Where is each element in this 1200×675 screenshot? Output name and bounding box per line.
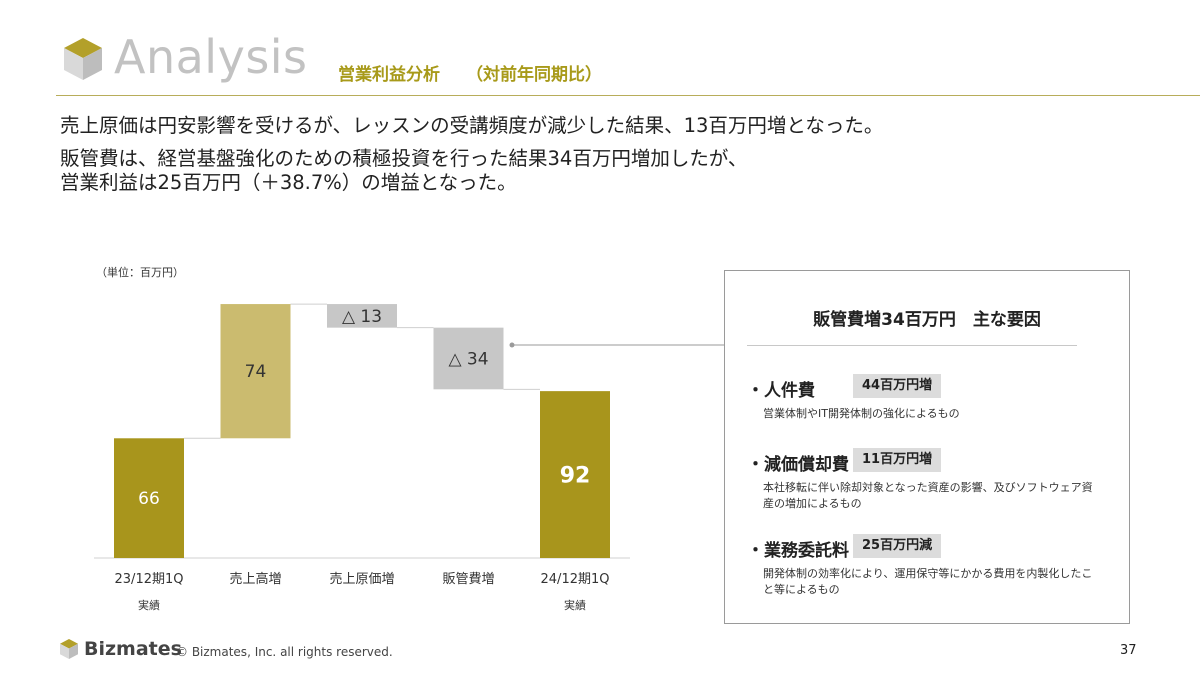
x-tick-label: 売上高増 (229, 571, 281, 587)
bizmates-logo-icon (60, 639, 78, 659)
x-tick-label: 売上原価増 (329, 571, 394, 587)
data-label: △ 13 (342, 307, 382, 327)
footer-copyright: © Bizmates, Inc. all rights reserved. (176, 645, 393, 659)
factor-name: ・業務委託料 (747, 541, 849, 561)
subtitle-paren: （対前年同期比） (466, 65, 602, 85)
lead-line-3: 営業利益は25百万円（＋38.7%）の増益となった。 (60, 171, 517, 194)
factor-description: 本社移転に伴い除却対象となった資産の影響、及びソフトウェア資産の増加によるもの (763, 481, 1093, 510)
sga-factors-box: 販管費増34百万円 主な要因 ・人件費 44百万円増 営業体制やIT開発体制の強… (724, 270, 1130, 624)
x-tick-label: 24/12期1Q (541, 572, 610, 587)
factors-title: 販管費増34百万円 主な要因 (813, 310, 1041, 330)
waterfall-bar (433, 327, 504, 390)
subtitle-text: 営業利益分析 (338, 65, 440, 85)
data-label: 66 (138, 489, 160, 509)
waterfall-bar (327, 304, 397, 328)
factor-description: 開発体制の効率化により、運用保守等にかかる費用を内製化したこと等によるもの (763, 567, 1093, 596)
data-label: △ 34 (448, 349, 488, 369)
factor-description: 営業体制やIT開発体制の強化によるもの (763, 407, 960, 420)
factor-item-outsourcing: ・業務委託料 25百万円減 開発体制の効率化により、運用保守等にかかる費用を内製… (747, 534, 1117, 598)
waterfall-bar (220, 304, 291, 439)
lead-line-1: 売上原価は円安影響を受けるが、レッスンの受講頻度が減少した結果、13百万円増とな… (60, 114, 884, 137)
waterfall-chart: 66 23/12期1Q 実績 74 売上高増 △ 13 売上原価増 △ 34 販管費増 92 24/… (94, 303, 630, 612)
factors-divider (747, 345, 1077, 346)
data-label: 74 (245, 362, 267, 382)
chart-unit-label: （単位：百万円） (96, 266, 184, 279)
cube-logo-icon (64, 38, 102, 80)
page-subtitle: 営業利益分析 （対前年同期比） (338, 60, 602, 85)
lead-line-2: 販管費は、経営基盤強化のための積極投資を行った結果34百万円増加したが、 (60, 147, 748, 170)
factor-amount-badge: 44百万円増 (853, 374, 942, 398)
page-number: 37 (1120, 643, 1137, 658)
x-tick-label: 販管費増 (442, 572, 494, 587)
slide-header: Analysis 営業利益分析 （対前年同期比） (0, 0, 1200, 100)
factor-name: ・減価償却費 (747, 455, 849, 475)
waterfall-bar (114, 438, 184, 558)
factor-item-personnel: ・人件費 44百万円増 営業体制やIT開発体制の強化によるもの (747, 374, 1117, 422)
page-title: Analysis (114, 30, 308, 84)
x-tick-label: 23/12期1Q (115, 572, 184, 587)
x-tick-sublabel: 実績 (138, 598, 160, 612)
factor-amount-badge: 11百万円増 (853, 448, 942, 472)
waterfall-bar (540, 391, 610, 558)
header-divider (56, 95, 1200, 96)
factor-name: ・人件費 (747, 381, 815, 401)
factor-amount-badge: 25百万円減 (853, 534, 942, 558)
data-label: 92 (560, 464, 591, 489)
x-tick-sublabel: 実績 (564, 598, 586, 612)
factor-item-depreciation: ・減価償却費 11百万円増 本社移転に伴い除却対象となった資産の影響、及びソフト… (747, 448, 1117, 512)
footer-brand: Bizmates (84, 638, 182, 660)
